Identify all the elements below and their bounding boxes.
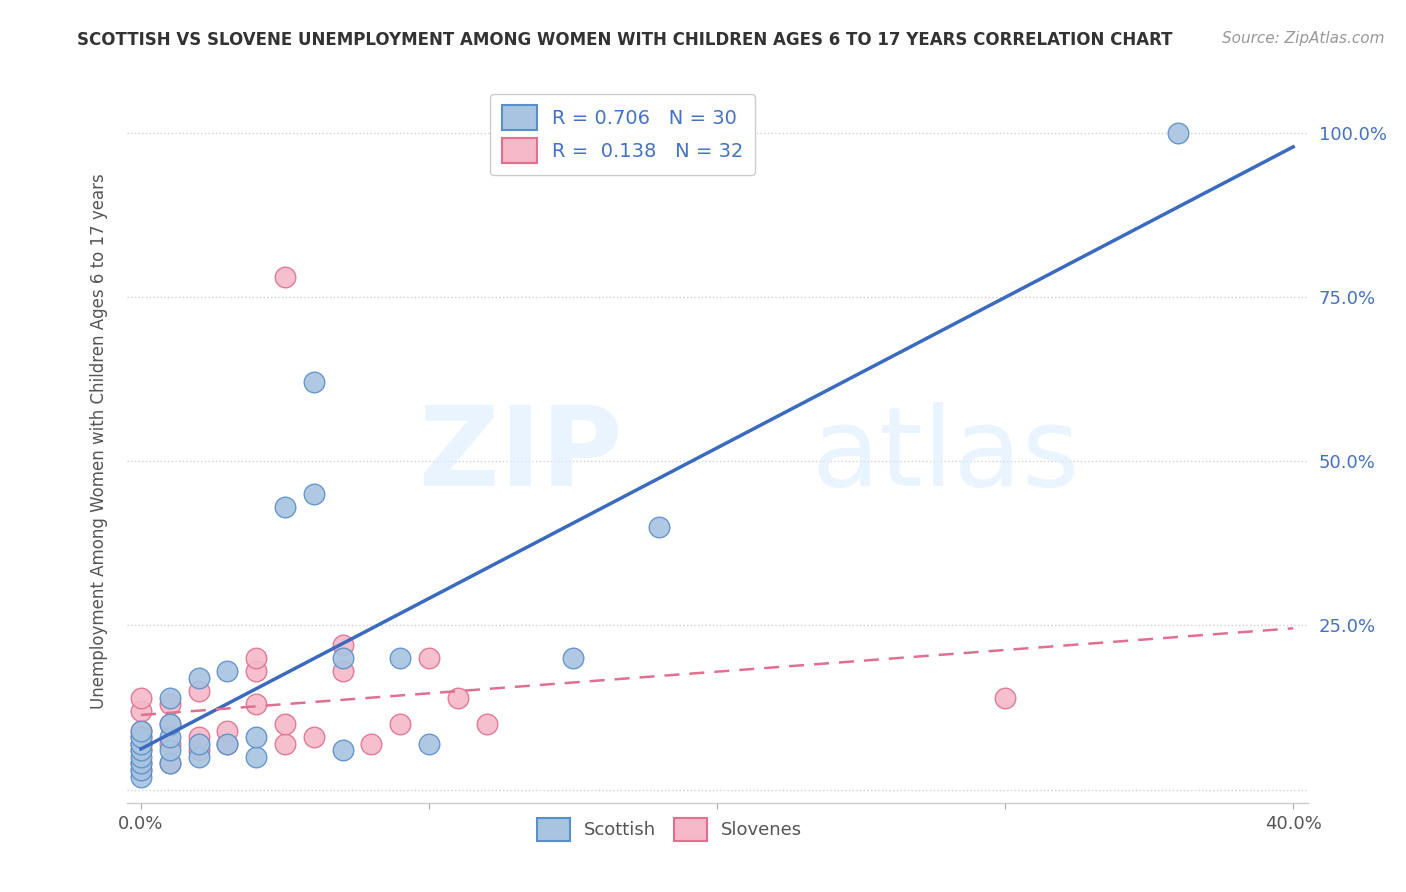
Point (302, 376, 325, 390)
Point (648, 520, 671, 534)
Point (332, 665, 354, 679)
Point (129, 723, 152, 738)
Point (129, 737, 152, 751)
Point (129, 743, 152, 757)
Point (129, 763, 152, 777)
Point (159, 730, 181, 744)
Point (475, 717, 498, 731)
Point (274, 500, 297, 515)
Text: SCOTTISH VS SLOVENE UNEMPLOYMENT AMONG WOMEN WITH CHILDREN AGES 6 TO 17 YEARS CO: SCOTTISH VS SLOVENE UNEMPLOYMENT AMONG W… (77, 31, 1173, 49)
Point (332, 651, 354, 665)
Point (187, 730, 209, 744)
Point (129, 756, 152, 771)
Point (245, 665, 267, 679)
Y-axis label: Unemployment Among Women with Children Ages 6 to 17 years: Unemployment Among Women with Children A… (90, 174, 108, 709)
Point (332, 638, 354, 652)
Point (245, 651, 267, 665)
Point (129, 723, 152, 738)
Point (332, 743, 354, 757)
Point (129, 690, 152, 705)
Point (418, 737, 440, 751)
Point (129, 704, 152, 718)
Point (217, 723, 239, 738)
Point (159, 737, 181, 751)
Text: atlas: atlas (811, 402, 1080, 509)
Point (187, 749, 209, 764)
Point (129, 743, 152, 757)
Text: Source: ZipAtlas.com: Source: ZipAtlas.com (1222, 31, 1385, 46)
Point (187, 671, 209, 685)
Point (129, 749, 152, 764)
Point (129, 730, 152, 744)
Point (187, 737, 209, 751)
Point (217, 665, 239, 679)
Point (129, 730, 152, 744)
Point (389, 651, 412, 665)
Point (302, 730, 325, 744)
Point (1167, 126, 1189, 140)
Text: ZIP: ZIP (419, 402, 623, 509)
Point (274, 717, 297, 731)
Point (159, 717, 181, 731)
Legend: Scottish, Slovenes: Scottish, Slovenes (530, 810, 810, 848)
Point (245, 698, 267, 712)
Point (159, 717, 181, 731)
Point (159, 690, 181, 705)
Point (129, 763, 152, 777)
Point (360, 737, 382, 751)
Point (129, 737, 152, 751)
Point (187, 743, 209, 757)
Point (159, 743, 181, 757)
Point (562, 651, 585, 665)
Point (129, 770, 152, 784)
Point (389, 717, 412, 731)
Point (187, 684, 209, 698)
Point (245, 749, 267, 764)
Point (418, 651, 440, 665)
Point (274, 737, 297, 751)
Point (994, 690, 1017, 705)
Point (217, 737, 239, 751)
Point (129, 756, 152, 771)
Point (159, 756, 181, 771)
Point (447, 690, 470, 705)
Point (159, 756, 181, 771)
Point (302, 487, 325, 501)
Point (217, 737, 239, 751)
Point (245, 730, 267, 744)
Point (274, 270, 297, 285)
Point (159, 698, 181, 712)
